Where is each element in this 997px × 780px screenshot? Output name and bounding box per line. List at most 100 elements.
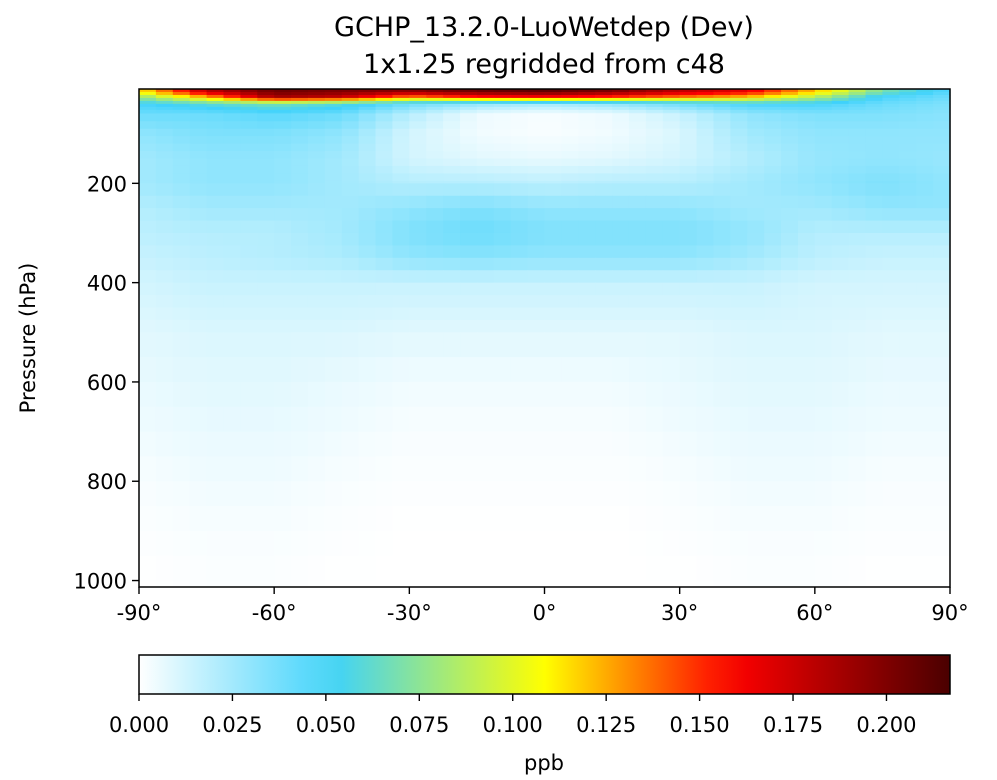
heatmap-cell — [679, 270, 698, 284]
heatmap-cell — [848, 180, 867, 184]
heatmap-cell — [662, 103, 681, 108]
heatmap-cell — [493, 180, 512, 184]
heatmap-cell — [155, 220, 174, 234]
heatmap-cell — [595, 173, 613, 182]
heatmap-cell — [189, 136, 208, 145]
heatmap-cell — [899, 100, 917, 105]
heatmap-cell — [375, 183, 394, 197]
heatmap-cell — [645, 456, 664, 482]
heatmap-cell — [797, 97, 816, 102]
heatmap-cell — [679, 195, 698, 209]
heatmap-cell — [882, 136, 900, 145]
heatmap-cell — [764, 481, 782, 507]
heatmap-cell — [865, 158, 884, 167]
heatmap-cell — [595, 406, 613, 433]
heatmap-cell — [476, 220, 495, 234]
heatmap-cell — [358, 580, 377, 588]
heatmap-cell — [341, 143, 360, 152]
heatmap-cell — [476, 406, 495, 433]
heatmap-cell — [781, 245, 799, 259]
heatmap-cell — [493, 113, 512, 122]
heatmap-cell — [324, 232, 343, 246]
heatmap-cell — [409, 106, 427, 111]
heatmap-cell — [172, 143, 191, 152]
heatmap-cell — [696, 195, 715, 209]
heatmap-cell — [476, 282, 495, 296]
heatmap-cell — [223, 128, 241, 137]
heatmap-cell — [595, 270, 613, 284]
heatmap-cell — [291, 173, 309, 182]
heatmap-cell — [747, 158, 765, 167]
heatmap-cell — [933, 245, 951, 259]
heatmap-cell — [493, 94, 512, 99]
heatmap-cell — [747, 506, 765, 532]
heatmap-cell — [797, 180, 816, 184]
heatmap-cell — [274, 220, 292, 234]
heatmap-cell — [527, 431, 546, 458]
heatmap-cell — [493, 128, 512, 137]
heatmap-cell — [155, 481, 174, 507]
heatmap-cell — [460, 332, 478, 358]
heatmap-cell — [662, 128, 681, 137]
heatmap-cell — [544, 381, 562, 408]
heatmap-cell — [460, 431, 478, 458]
heatmap-cell — [916, 158, 934, 167]
heatmap-cell — [696, 136, 715, 145]
heatmap-cell — [375, 456, 394, 482]
heatmap-cell — [240, 106, 258, 111]
heatmap-cell — [831, 208, 850, 222]
heatmap-cell — [460, 136, 478, 145]
heatmap-cell — [139, 332, 157, 358]
heatmap-cell — [831, 257, 850, 271]
heatmap-cell — [139, 151, 157, 160]
heatmap-cell — [645, 555, 664, 582]
heatmap-cell — [645, 106, 664, 111]
heatmap-cell — [240, 232, 258, 246]
heatmap-cell — [223, 530, 241, 557]
heatmap-cell — [206, 121, 225, 130]
heatmap-cell — [781, 195, 799, 209]
heatmap-cell — [392, 406, 410, 433]
heatmap-cell — [578, 530, 596, 557]
heatmap-cell — [831, 319, 850, 333]
heatmap-cell — [307, 121, 326, 130]
heatmap-cell — [358, 89, 377, 93]
heatmap-cell — [291, 295, 309, 309]
heatmap-cell — [291, 143, 309, 152]
heatmap-cell — [155, 173, 174, 182]
heatmap-cell — [189, 406, 208, 433]
heatmap-cell — [797, 270, 816, 284]
heatmap-cell — [172, 319, 191, 333]
heatmap-cell — [324, 103, 343, 108]
heatmap-cell — [797, 109, 816, 114]
heatmap-cell — [797, 295, 816, 309]
heatmap-cell — [307, 106, 326, 111]
heatmap-cell — [307, 431, 326, 458]
heatmap-cell — [848, 431, 867, 458]
heatmap-cell — [899, 220, 917, 234]
heatmap-cell — [409, 580, 427, 588]
heatmap-cell — [797, 103, 816, 108]
heatmap-cell — [307, 506, 326, 532]
heatmap-cell — [223, 109, 241, 114]
heatmap-cell — [493, 103, 512, 108]
heatmap-cell — [848, 506, 867, 532]
heatmap-cell — [831, 580, 850, 588]
heatmap-cell — [460, 282, 478, 296]
heatmap-cell — [595, 151, 613, 160]
heatmap-cell — [916, 580, 934, 588]
heatmap-cell — [595, 94, 613, 99]
heatmap-cell — [730, 481, 748, 507]
heatmap-cell — [274, 506, 292, 532]
heatmap-cell — [307, 319, 326, 333]
heatmap-cell — [848, 121, 867, 130]
heatmap-cell — [409, 406, 427, 433]
heatmap-cell — [527, 106, 546, 111]
heatmap-cell — [865, 165, 884, 175]
heatmap-cell — [628, 580, 647, 588]
heatmap-cell — [257, 112, 275, 115]
heatmap-cell — [409, 481, 427, 507]
heatmap-cell — [916, 121, 934, 130]
heatmap-cell — [544, 456, 562, 482]
heatmap-cell — [493, 332, 512, 358]
